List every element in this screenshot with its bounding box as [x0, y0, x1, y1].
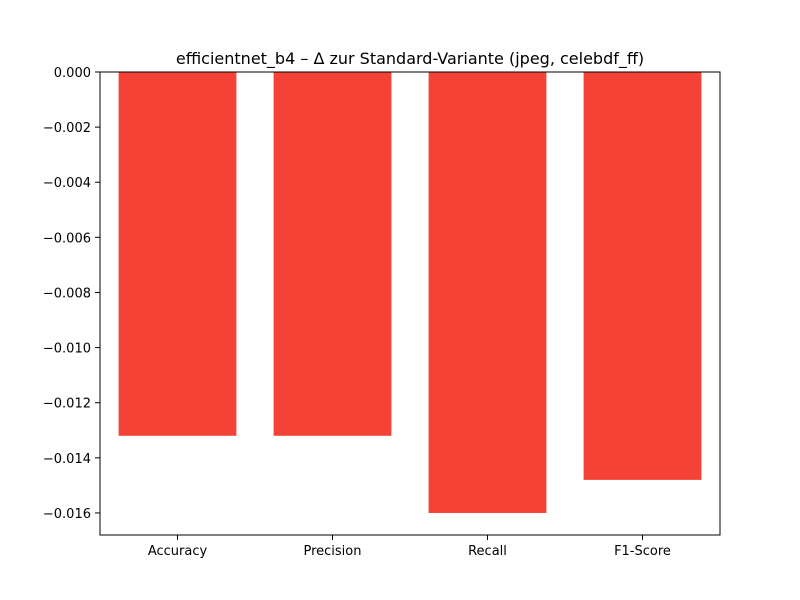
y-tick-label: −0.008 [43, 286, 91, 301]
x-tick-label: Accuracy [148, 544, 208, 559]
y-tick-label: −0.014 [43, 452, 91, 467]
y-tick-label: 0.000 [54, 66, 91, 81]
y-tick-label: −0.010 [43, 342, 91, 357]
x-tick-label: Recall [468, 544, 507, 559]
y-axis: 0.000 −0.002 −0.004 −0.006 −0.008 −0.010 −0.01… [43, 66, 100, 522]
bar-f1-score [583, 72, 702, 480]
y-tick-label: −0.016 [43, 507, 91, 522]
bar-precision [273, 72, 392, 436]
y-tick-label: −0.004 [43, 176, 91, 191]
plot-frame [99, 71, 721, 536]
bar-accuracy [118, 72, 237, 436]
y-tick-label: −0.012 [43, 397, 91, 412]
bars-layer [118, 72, 702, 513]
chart-title: efficientnet_b4 – Δ zur Standard-Variant… [176, 49, 644, 69]
bar-recall [428, 72, 547, 513]
y-tick-label: −0.002 [43, 121, 91, 136]
x-axis: Accuracy Precision Recall F1-Score [148, 535, 671, 559]
y-tick-label: −0.006 [43, 231, 91, 246]
x-tick-label: Precision [303, 544, 361, 559]
x-tick-label: F1-Score [614, 544, 671, 559]
